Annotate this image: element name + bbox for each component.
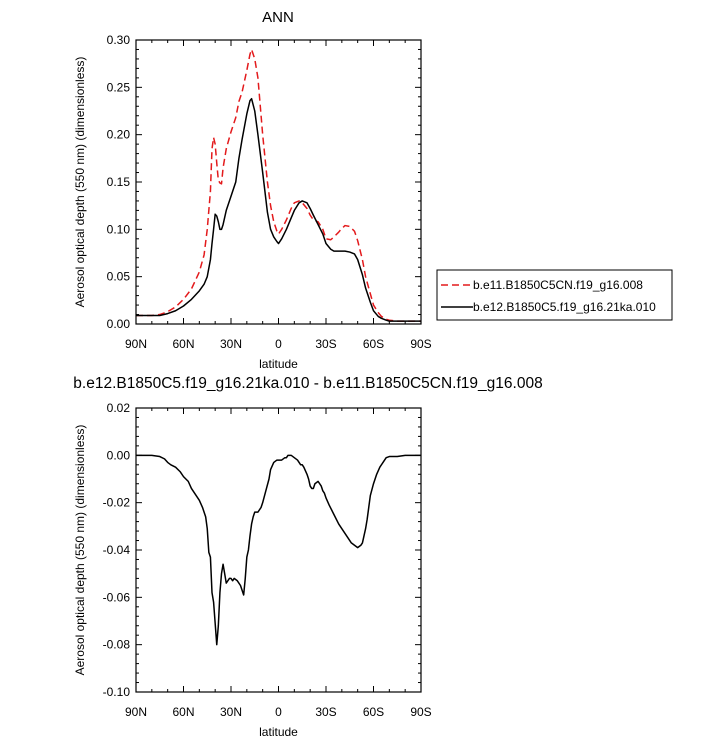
chart-title: ANN <box>262 9 294 26</box>
x-tick-label: 90S <box>410 337 431 351</box>
x-axis-label: latitude <box>259 725 298 739</box>
y-tick-label: 0.25 <box>107 80 131 94</box>
x-tick-label: 0 <box>275 705 282 719</box>
plot-frame <box>135 39 422 325</box>
plot-frame <box>135 407 422 693</box>
series-line-1 <box>136 48 421 322</box>
x-tick-label: 90S <box>410 705 431 719</box>
chart-title: b.e12.B1850C5.f19_g16.21ka.010 - b.e11.B… <box>73 375 542 392</box>
x-tick-label: 60N <box>172 337 194 351</box>
y-tick-label: -0.02 <box>103 496 131 510</box>
legend: b.e11.B1850C5CN.f19_g16.008 b.e12.B1850C5… <box>436 269 673 321</box>
series-line-2 <box>136 97 421 322</box>
y-tick-label: 0.20 <box>107 128 131 142</box>
y-axis-label: Aerosol optical depth (550 nm) (dimensio… <box>73 425 87 676</box>
y-tick-label: -0.04 <box>103 543 131 557</box>
x-tick-label: 30S <box>315 705 336 719</box>
x-tick-label: 60S <box>363 337 384 351</box>
series-line-1 <box>136 454 421 646</box>
x-tick-label: 30N <box>220 337 242 351</box>
chart-panel-2: b.e12.B1850C5.f19_g16.21ka.010 - b.e11.B… <box>73 375 543 739</box>
y-tick-label: -0.10 <box>103 685 131 699</box>
y-tick-label: 0.02 <box>107 401 131 415</box>
y-tick-label: 0.15 <box>107 175 131 189</box>
x-tick-label: 60S <box>363 705 384 719</box>
x-tick-label: 60N <box>172 705 194 719</box>
legend-label-1: b.e11.B1850C5CN.f19_g16.008 <box>473 278 643 292</box>
y-tick-label: 0.00 <box>107 448 131 462</box>
y-axis-label: Aerosol optical depth (550 nm) (dimensio… <box>73 57 87 308</box>
x-tick-label: 90N <box>125 705 147 719</box>
x-tick-label: 90N <box>125 337 147 351</box>
y-tick-label: 0.05 <box>107 270 131 284</box>
chart-panel-1: ANN 90N 60N 30N 0 30S 60S 90S 0.00 0.05 0.10 0.15 0.… <box>73 9 673 371</box>
y-tick-label: 0.00 <box>107 317 131 331</box>
x-tick-label: 30S <box>315 337 336 351</box>
y-tick-label: 0.10 <box>107 222 131 236</box>
x-tick-label: 0 <box>275 337 282 351</box>
y-tick-label: -0.06 <box>103 590 131 604</box>
legend-box <box>436 269 673 321</box>
x-axis-label: latitude <box>259 357 298 371</box>
y-tick-label: 0.30 <box>107 33 131 47</box>
x-tick-label: 30N <box>220 705 242 719</box>
y-tick-label: -0.08 <box>103 638 131 652</box>
legend-label-2: b.e12.B1850C5.f19_g16.21ka.010 <box>473 300 656 314</box>
